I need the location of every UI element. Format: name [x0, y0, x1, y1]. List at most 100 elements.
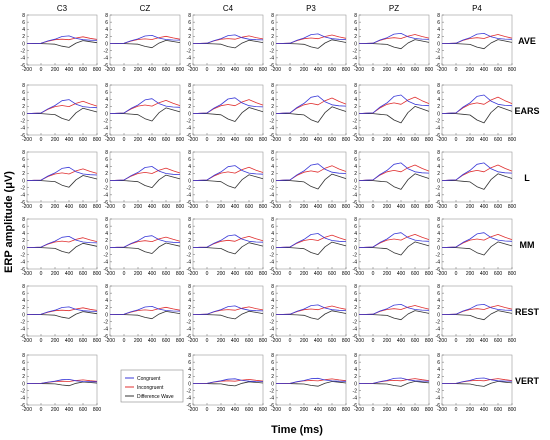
x-tick-label: 400: [148, 338, 157, 344]
y-tick-label: 2: [354, 238, 357, 244]
x-tick-label: -200: [105, 271, 115, 277]
y-tick-label: 8: [105, 83, 108, 89]
y-tick-label: -6: [187, 133, 192, 139]
y-tick-label: 4: [354, 367, 357, 373]
y-tick-label: 8: [105, 13, 108, 19]
y-tick-label: -6: [187, 63, 192, 69]
x-tick-label: 0: [372, 204, 375, 210]
x-tick-label: 400: [397, 137, 406, 143]
congruent-line: [441, 162, 513, 181]
column-header-cz: CZ: [140, 4, 151, 13]
difference-wave-line: [110, 242, 181, 254]
y-tick-label: 4: [188, 367, 191, 373]
x-tick-label: 0: [123, 204, 126, 210]
x-tick-label: 600: [411, 338, 420, 344]
congruent-line: [26, 378, 98, 384]
x-tick-label: 200: [217, 204, 226, 210]
y-tick-label: 2: [437, 171, 440, 177]
x-tick-label: 800: [342, 271, 351, 277]
x-tick-label: 200: [300, 271, 309, 277]
x-tick-label: 600: [162, 137, 171, 143]
y-tick-label: 2: [22, 34, 25, 40]
x-tick-label: 600: [245, 137, 254, 143]
panel-frame: [26, 84, 98, 136]
x-tick-label: 200: [466, 407, 475, 413]
panel-frame: [441, 14, 513, 66]
y-tick-label: -2: [187, 320, 192, 326]
y-tick-label: -6: [21, 200, 26, 206]
y-tick-label: 6: [437, 291, 440, 297]
y-tick-label: 8: [188, 217, 191, 223]
y-tick-label: 6: [188, 20, 191, 26]
panel-frame: [192, 14, 264, 66]
x-tick-label: 400: [397, 204, 406, 210]
x-tick-label: 200: [383, 338, 392, 344]
x-tick-label: 200: [383, 204, 392, 210]
y-tick-label: 2: [437, 374, 440, 380]
x-tick-label: 800: [342, 67, 351, 73]
y-tick-label: 0: [437, 381, 440, 387]
x-tick-label: 400: [480, 67, 489, 73]
y-tick-label: 2: [105, 104, 108, 110]
difference-wave-line: [359, 39, 430, 50]
x-tick-label: 800: [176, 338, 185, 344]
y-tick-label: 6: [354, 291, 357, 297]
panel-frame: [441, 84, 513, 136]
y-tick-label: 8: [437, 353, 440, 359]
panel-frame: [275, 285, 347, 337]
x-tick-label: 0: [372, 271, 375, 277]
y-tick-label: -4: [353, 193, 358, 199]
x-tick-label: -200: [105, 338, 115, 344]
y-tick-label: -4: [270, 327, 275, 333]
x-tick-label: 600: [411, 271, 420, 277]
x-tick-label: 800: [259, 204, 268, 210]
y-tick-label: 0: [437, 111, 440, 117]
x-tick-label: 400: [65, 204, 74, 210]
x-tick-label: 0: [206, 338, 209, 344]
x-tick-label: 200: [466, 67, 475, 73]
y-tick-label: 0: [22, 312, 25, 318]
x-tick-label: 600: [79, 137, 88, 143]
y-tick-label: -6: [270, 267, 275, 273]
difference-wave-line: [193, 39, 264, 49]
incongruent-line: [441, 164, 513, 181]
y-tick-label: 6: [105, 291, 108, 297]
x-tick-label: 0: [455, 338, 458, 344]
y-tick-label: -4: [353, 260, 358, 266]
y-tick-label: -6: [353, 267, 358, 273]
y-tick-label: 0: [188, 381, 191, 387]
y-tick-label: -4: [436, 327, 441, 333]
y-tick-label: 4: [437, 97, 440, 103]
y-tick-label: 8: [437, 83, 440, 89]
x-tick-label: -200: [271, 407, 281, 413]
panel-frame: [26, 151, 98, 203]
y-tick-label: 0: [437, 178, 440, 184]
x-tick-label: 800: [176, 204, 185, 210]
congruent-line: [275, 163, 347, 181]
y-tick-label: 2: [105, 238, 108, 244]
y-tick-label: -6: [436, 200, 441, 206]
x-tick-label: 600: [494, 338, 503, 344]
row-label-vert: VERT: [515, 376, 540, 386]
x-tick-label: 600: [494, 204, 503, 210]
y-tick-label: -2: [187, 389, 192, 395]
x-tick-label: -200: [437, 338, 447, 344]
y-tick-label: -6: [187, 200, 192, 206]
y-tick-label: 0: [188, 111, 191, 117]
y-tick-label: 2: [105, 171, 108, 177]
y-tick-label: 8: [22, 217, 25, 223]
y-tick-label: 2: [354, 34, 357, 40]
x-tick-label: 0: [123, 137, 126, 143]
y-tick-label: -2: [104, 320, 109, 326]
x-tick-label: 800: [93, 137, 102, 143]
congruent-line: [26, 166, 98, 181]
y-tick-label: -4: [187, 396, 192, 402]
x-tick-label: 800: [93, 204, 102, 210]
y-tick-label: -6: [270, 403, 275, 409]
x-tick-label: 400: [231, 67, 240, 73]
x-tick-label: 400: [231, 204, 240, 210]
